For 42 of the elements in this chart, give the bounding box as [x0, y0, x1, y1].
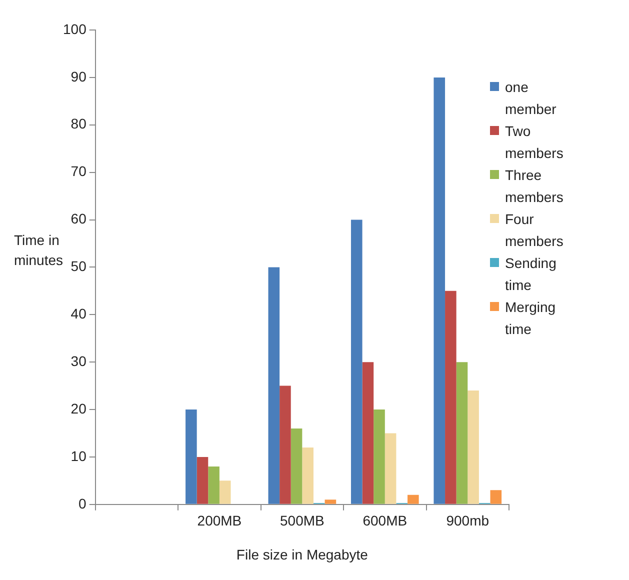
bar: [456, 362, 468, 504]
y-axis-title: Time in minutes: [14, 232, 64, 268]
x-tick-label: 600MB: [362, 512, 408, 529]
y-tick-label: 50: [70, 258, 87, 274]
bar: [196, 456, 208, 504]
y-tick-label: 10: [70, 448, 87, 464]
bar: [290, 428, 302, 504]
bar: [302, 447, 314, 504]
y-tick-label: 60: [70, 210, 87, 227]
x-axis-title: File size in Megabyte: [236, 546, 368, 562]
legend-label: Three members: [505, 166, 564, 207]
legend-label: Two members: [505, 122, 564, 163]
legend-label: Merging time: [505, 298, 557, 339]
bar: [490, 490, 502, 504]
y-tick-label: 80: [70, 116, 87, 132]
y-tick-label: 0: [78, 495, 87, 512]
legend-label: one member: [505, 78, 558, 119]
bar: [186, 410, 197, 504]
legend-label: Four members: [505, 210, 564, 251]
y-tick-label: 30: [70, 352, 87, 369]
x-tick-label: 900mb: [446, 512, 490, 529]
bar: [219, 480, 231, 504]
bar: [268, 267, 280, 504]
legend-label: Sending time: [505, 254, 558, 295]
y-tick-label: 40: [70, 306, 87, 322]
bar: [324, 500, 336, 504]
bar: [350, 220, 362, 504]
y-tick-label: 100: [63, 20, 87, 37]
bar: [445, 290, 456, 504]
bar: [208, 466, 220, 504]
y-tick-label: 20: [70, 400, 87, 416]
bar: [384, 433, 396, 504]
y-tick-label: 90: [70, 68, 87, 84]
bar: [362, 362, 374, 504]
bar: [408, 494, 419, 504]
bar: [468, 390, 479, 504]
x-tick-label: 500MB: [280, 512, 324, 529]
bar: [374, 410, 385, 504]
bar: [434, 77, 446, 504]
x-tick-label: 200MB: [197, 512, 242, 529]
bar: [280, 386, 291, 504]
y-tick-label: 70: [70, 163, 87, 180]
